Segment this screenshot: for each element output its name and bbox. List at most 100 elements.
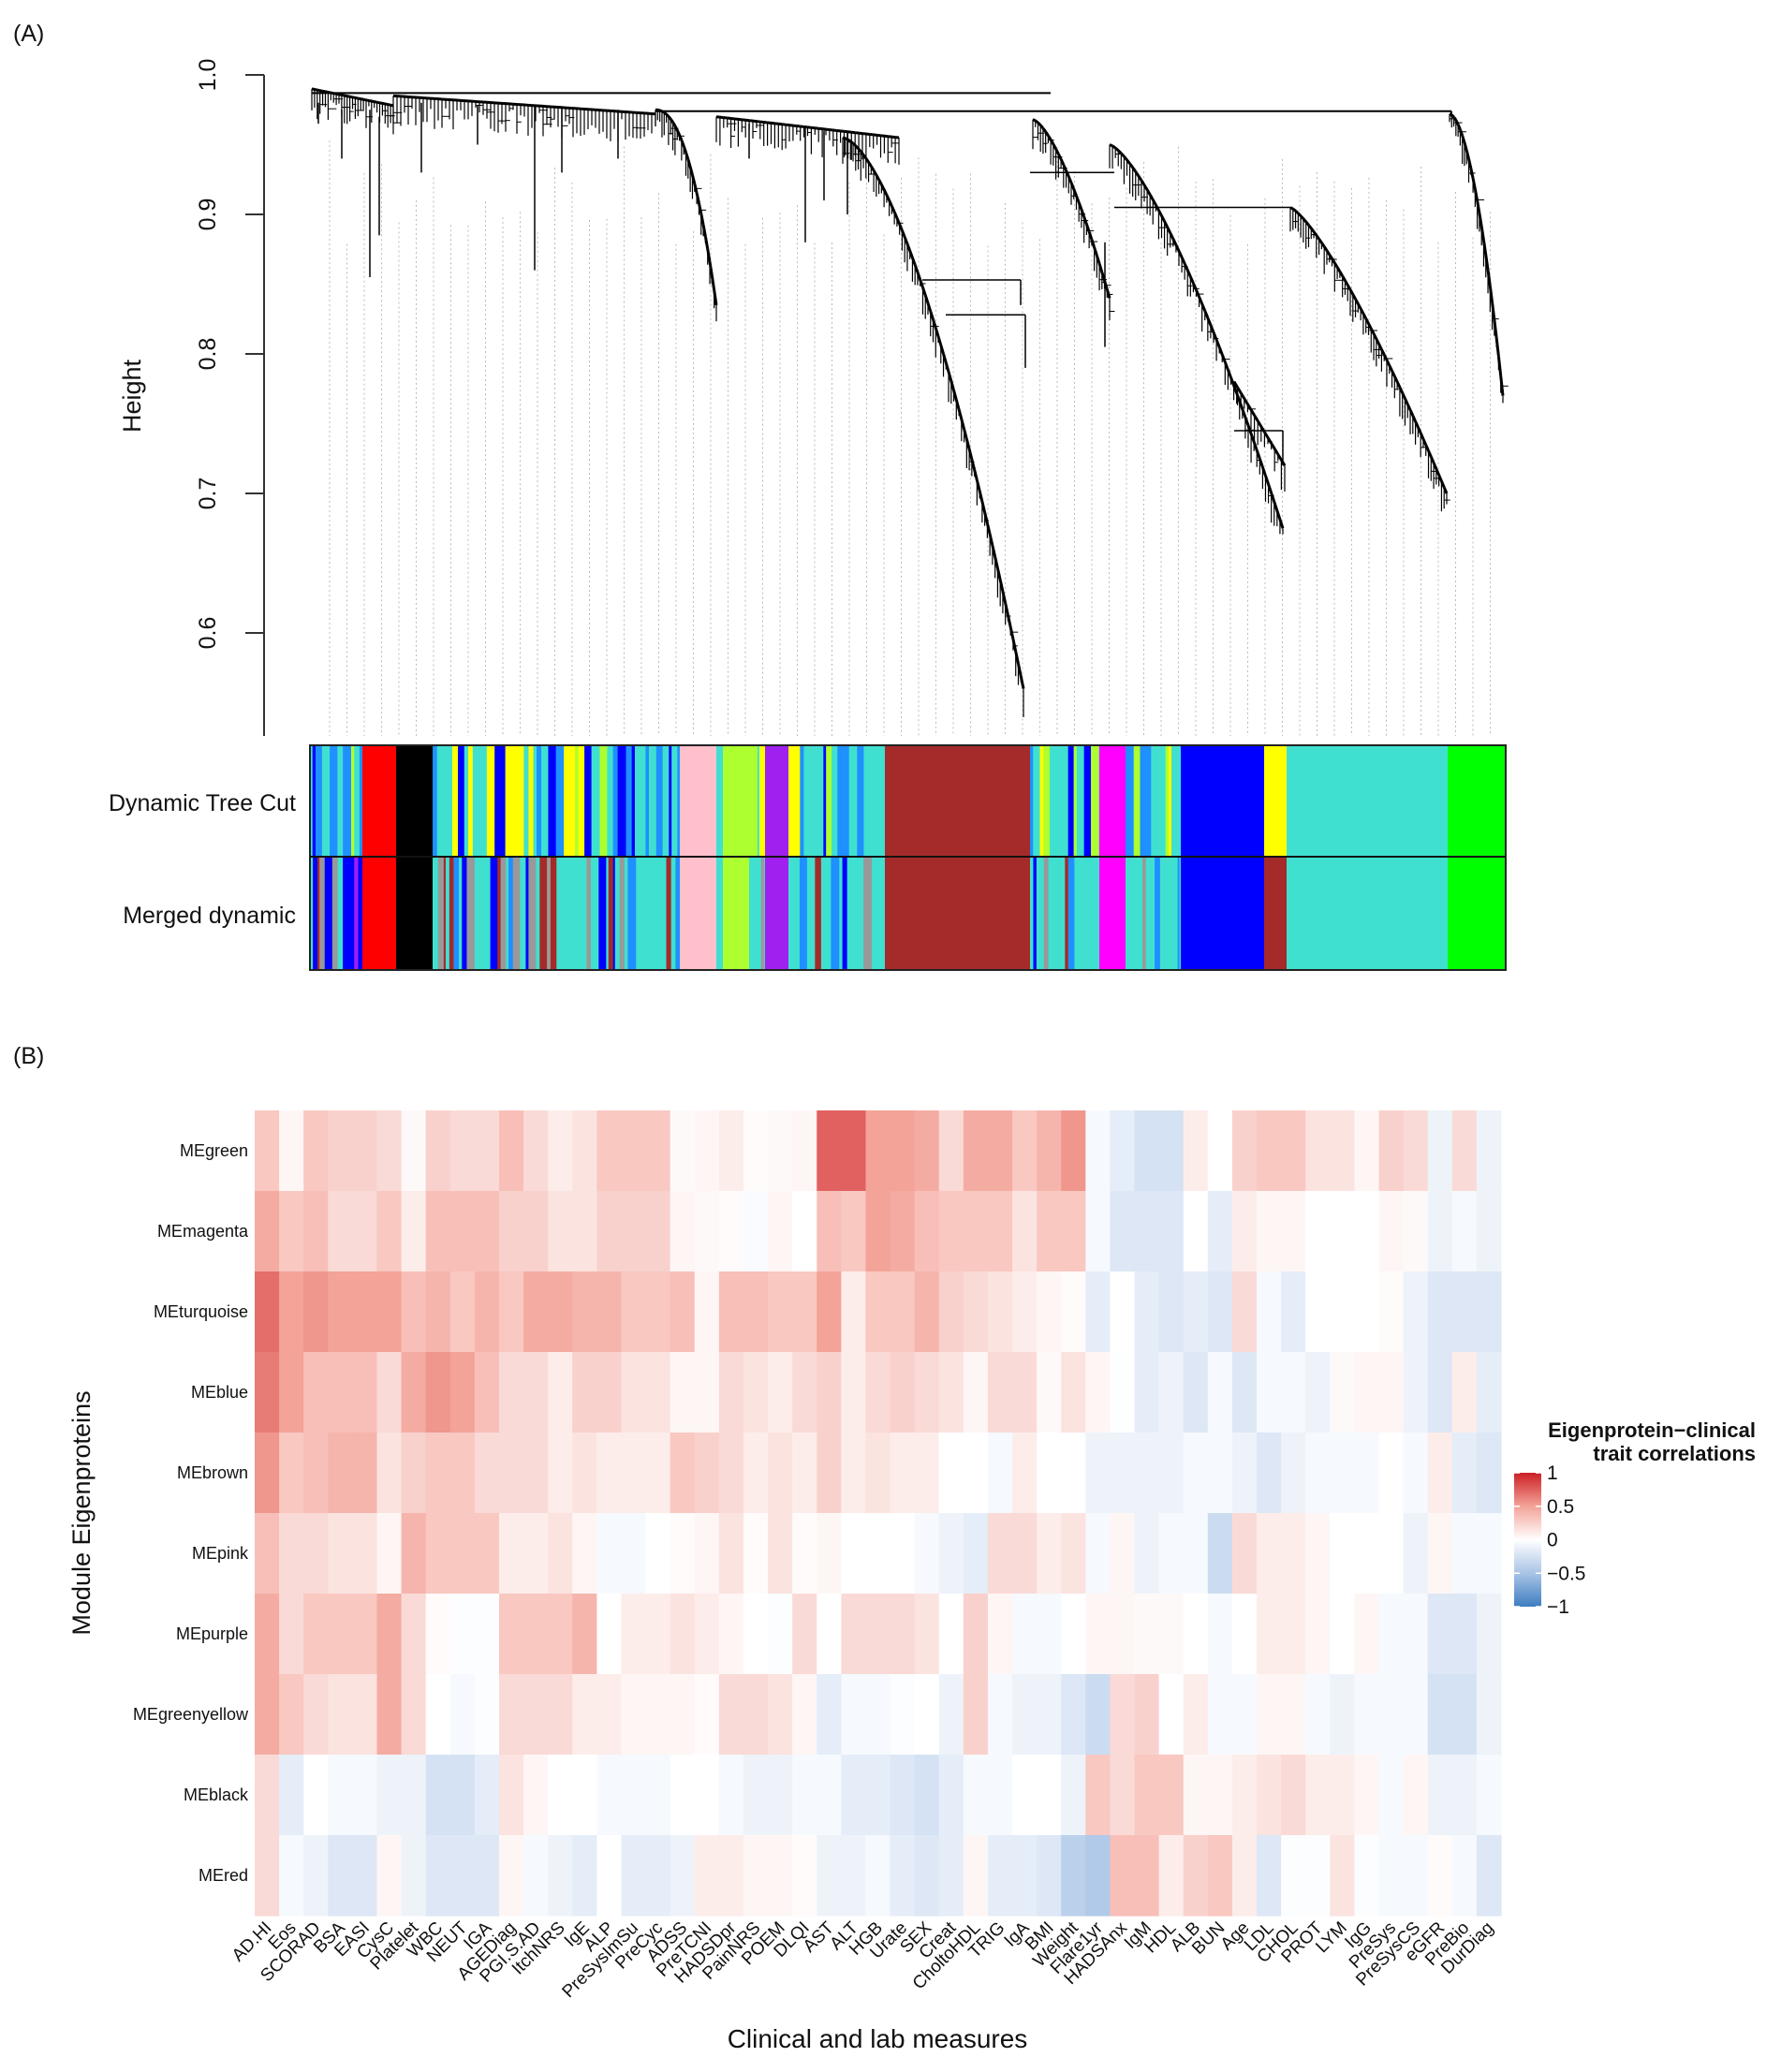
module-stripe (1126, 745, 1135, 857)
module-stripe (514, 745, 523, 857)
heatmap-cell (1207, 1835, 1233, 1917)
heatmap-cell (1134, 1594, 1160, 1675)
module-segment-green (1448, 745, 1506, 857)
heatmap-cell (1061, 1271, 1086, 1353)
heatmap-cell (1305, 1352, 1331, 1433)
module-stripe (337, 745, 344, 857)
heatmap-cell (743, 1352, 769, 1433)
module-stripe (466, 857, 476, 970)
dendrogram-branch (934, 327, 940, 337)
heatmap-cell (401, 1110, 427, 1192)
heatmap-cell (1158, 1513, 1185, 1594)
heatmap-cell (890, 1110, 916, 1192)
module-stripe (1094, 857, 1100, 970)
module-stripe (442, 745, 446, 857)
heatmap-cell (914, 1513, 940, 1594)
dendrogram-branch (1037, 121, 1042, 126)
dendrogram-branch (1185, 269, 1192, 278)
heatmap-cell (963, 1835, 989, 1917)
heatmap-cell (1231, 1594, 1258, 1675)
heatmap-cell (1231, 1191, 1258, 1272)
dendrogram-branch (1087, 230, 1094, 241)
module-stripe (507, 745, 516, 857)
dendrogram-branch (1427, 449, 1433, 458)
module-segment-turquoise (1287, 857, 1448, 970)
module-stripe (626, 745, 633, 857)
dendrogram-branch (880, 184, 886, 191)
heatmap-cell (1476, 1513, 1502, 1594)
heatmap-cell (743, 1674, 769, 1756)
heatmap-cell (645, 1191, 671, 1272)
dendrogram-branch (1097, 263, 1104, 272)
module-segment-pink (680, 857, 716, 970)
heatmap-cell (1354, 1191, 1380, 1272)
legend-tick-label: −1 (1547, 1596, 1569, 1618)
heatmap-cell (572, 1513, 597, 1594)
heatmap-cell (303, 1674, 329, 1756)
heatmap-cell (1110, 1835, 1136, 1917)
dendrogram-branch (1380, 348, 1386, 356)
module-stripe (1087, 857, 1095, 970)
heatmap-cell (1305, 1191, 1331, 1272)
module-stripe (796, 745, 801, 857)
module-stripe (832, 745, 838, 857)
heatmap-cell (817, 1594, 842, 1675)
heatmap-cell (743, 1835, 769, 1917)
dendrogram-branch (898, 223, 904, 231)
heatmap-cell (670, 1513, 696, 1594)
module-stripe (820, 857, 830, 970)
module-stripe (520, 857, 526, 970)
dendrogram-branch (1243, 397, 1249, 405)
dendrogram-branch (983, 511, 989, 524)
module-segment-red (362, 745, 396, 857)
heatmap-cell (1281, 1835, 1306, 1917)
heatmap-cell (572, 1352, 597, 1433)
module-stripe (716, 745, 722, 857)
heatmap-cell (328, 1191, 353, 1272)
heatmap-cell (1085, 1191, 1111, 1272)
heatmap-cell (523, 1110, 549, 1192)
heatmap-cell (1427, 1110, 1453, 1192)
heatmap-cell (1427, 1674, 1453, 1756)
heatmap-cell (1061, 1755, 1086, 1836)
dendrogram-branch (1255, 449, 1261, 460)
module-stripe (550, 857, 557, 970)
module-stripe (1033, 745, 1038, 857)
dendrogram-branch (663, 110, 668, 116)
heatmap-cell (1451, 1513, 1478, 1594)
heatmap-cell (645, 1513, 671, 1594)
module-stripe (1154, 745, 1158, 857)
heatmap-cell (376, 1594, 403, 1675)
module-stripe (863, 745, 869, 857)
heatmap-cell (523, 1835, 549, 1917)
heatmap-cell (474, 1594, 500, 1675)
dendrogram-branch (860, 150, 865, 156)
dendrogram-branch (1264, 475, 1271, 485)
heatmap-cell (328, 1674, 353, 1756)
heatmap-cell (1378, 1513, 1405, 1594)
module-stripe (555, 745, 565, 857)
module-stripe (598, 857, 607, 970)
heatmap-cell (255, 1513, 280, 1594)
heatmap-cell (718, 1513, 744, 1594)
dendrogram-branch (1348, 288, 1355, 296)
dendrogram-branch (1491, 301, 1496, 320)
dendrogram-branch (1449, 112, 1452, 117)
dendrogram-branch (670, 118, 674, 124)
module-stripe (797, 857, 801, 970)
dendrogram-branch (985, 522, 992, 536)
module-stripe (490, 857, 498, 970)
heatmap-cell (279, 1755, 304, 1836)
dendrogram-branch (932, 318, 937, 329)
heatmap-cell (1281, 1191, 1306, 1272)
dendrogram-branch (882, 188, 889, 196)
dendrogram-branch (1362, 313, 1368, 319)
module-stripe (350, 745, 355, 857)
heatmap-cell (1012, 1674, 1038, 1756)
dendrogram-branch (1249, 408, 1256, 417)
dendrogram-branch (960, 419, 966, 430)
module-stripe (826, 745, 832, 857)
row-label: MEpink (192, 1544, 249, 1563)
heatmap-cell (743, 1513, 769, 1594)
module-stripe (812, 745, 817, 857)
